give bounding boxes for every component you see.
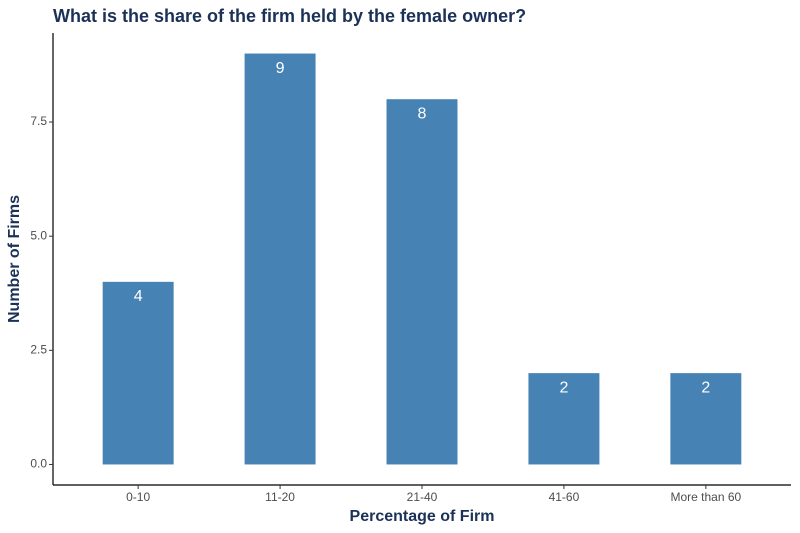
x-tick-label: 11-20 bbox=[265, 490, 295, 504]
bar bbox=[102, 281, 174, 465]
y-tick-label: 7.5 bbox=[30, 114, 47, 128]
value-label: 9 bbox=[276, 60, 285, 77]
y-tick-label: 0.0 bbox=[30, 457, 47, 471]
x-tick-label: 21-40 bbox=[407, 490, 438, 504]
y-tick-label: 2.5 bbox=[30, 342, 47, 356]
bar bbox=[244, 53, 316, 465]
y-axis-title: Number of Firms bbox=[6, 195, 23, 323]
value-label: 2 bbox=[701, 379, 710, 396]
value-label: 2 bbox=[559, 379, 568, 396]
x-axis-title: Percentage of Firm bbox=[350, 508, 495, 525]
bar bbox=[528, 373, 600, 465]
bar bbox=[386, 99, 458, 465]
chart-title: What is the share of the firm held by th… bbox=[53, 6, 526, 26]
value-label: 4 bbox=[134, 288, 143, 305]
x-tick-label: More than 60 bbox=[670, 490, 741, 504]
value-label: 8 bbox=[418, 105, 427, 122]
y-tick-label: 5.0 bbox=[30, 228, 47, 242]
bar bbox=[670, 373, 742, 465]
x-tick-label: 41-60 bbox=[549, 490, 580, 504]
x-tick-label: 0-10 bbox=[126, 490, 150, 504]
